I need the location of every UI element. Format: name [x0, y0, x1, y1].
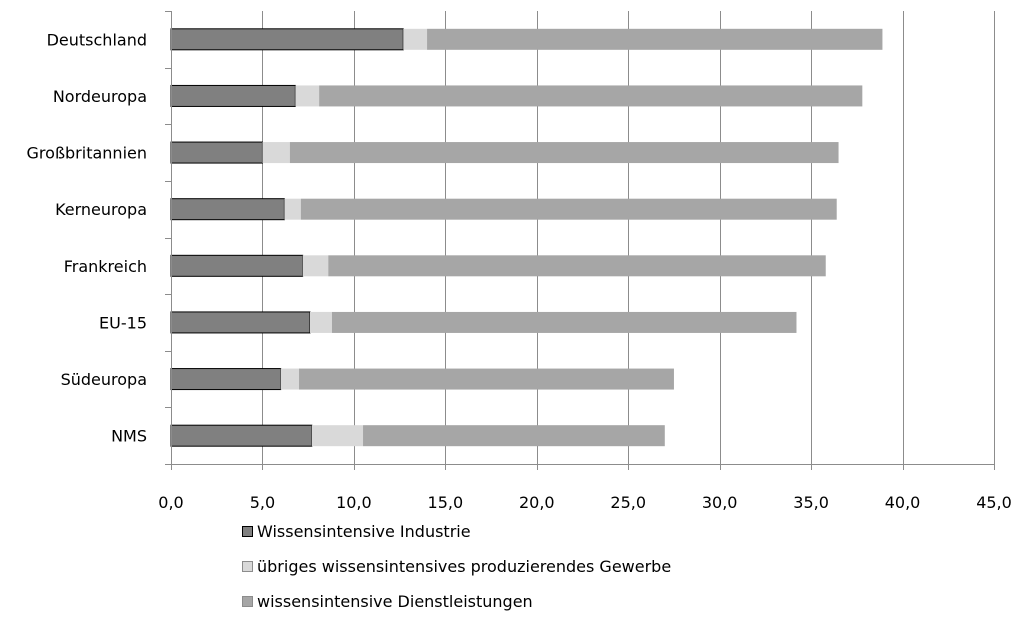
- bar-segment: [170, 28, 404, 51]
- x-tick-label: 30,0: [702, 493, 738, 510]
- legend-item: Wissensintensive Industrie: [242, 514, 671, 549]
- legend: Wissensintensive Industrie übriges wissen…: [242, 514, 671, 619]
- x-tick-label: 15,0: [428, 493, 464, 510]
- x-tick-label: 5,0: [250, 493, 275, 510]
- bar-segment: [170, 424, 313, 447]
- category-label: Großbritannien: [27, 144, 147, 163]
- legend-swatch: [242, 561, 253, 572]
- bar-segment: [262, 142, 290, 164]
- x-tick-label: 45,0: [976, 493, 1012, 510]
- legend-swatch: [242, 526, 253, 537]
- category-label: Südeuropa: [61, 370, 147, 389]
- bar-segment: [295, 85, 320, 107]
- x-tick-label: 25,0: [610, 493, 646, 510]
- bar-segment: [289, 142, 839, 164]
- bar-segment: [319, 85, 863, 107]
- bar-segment: [309, 311, 332, 333]
- legend-label: Wissensintensive Industrie: [257, 522, 471, 541]
- bar-segment: [170, 368, 282, 391]
- bar-segment: [170, 84, 296, 107]
- category-label: NMS: [111, 427, 147, 446]
- legend-item: übriges wissensintensives produzierendes…: [242, 549, 671, 584]
- legend-item: wissensintensive Dienstleistungen: [242, 584, 671, 619]
- x-tick-label: 40,0: [885, 493, 921, 510]
- legend-label: übriges wissensintensives produzierendes…: [257, 557, 672, 576]
- category-label: Nordeuropa: [53, 87, 147, 106]
- bar-segment: [311, 425, 364, 447]
- bar-segment: [280, 368, 300, 390]
- bar-segment: [331, 311, 797, 333]
- legend-swatch: [242, 596, 253, 607]
- chart-plot: 0,0 5,0 10,0 15,0 20,0 25,0 30,0 35,0 40,0 45,0 De…: [27, 11, 1012, 512]
- bar-segment: [300, 198, 837, 220]
- category-label: Deutschland: [47, 30, 147, 49]
- x-tick-label: 35,0: [793, 493, 829, 510]
- bar-segment: [170, 254, 304, 277]
- bar-segment: [170, 141, 263, 164]
- x-tick-label: 10,0: [336, 493, 372, 510]
- bar-segment: [302, 255, 329, 277]
- category-label: Frankreich: [64, 257, 147, 276]
- bar-segment: [170, 198, 285, 221]
- bar-segment: [403, 28, 428, 50]
- category-label: Kerneuropa: [55, 200, 147, 219]
- legend-label: wissensintensive Dienstleistungen: [257, 592, 533, 611]
- bar-segment: [328, 255, 826, 277]
- bar-segment: [363, 425, 665, 447]
- bar-segment: [427, 28, 883, 50]
- x-tick-label: 20,0: [519, 493, 555, 510]
- category-label: EU-15: [99, 313, 147, 332]
- bar-segment: [284, 198, 301, 220]
- bar-segment: [170, 311, 311, 334]
- bar-segment: [299, 368, 674, 390]
- x-tick-label: 0,0: [158, 493, 183, 510]
